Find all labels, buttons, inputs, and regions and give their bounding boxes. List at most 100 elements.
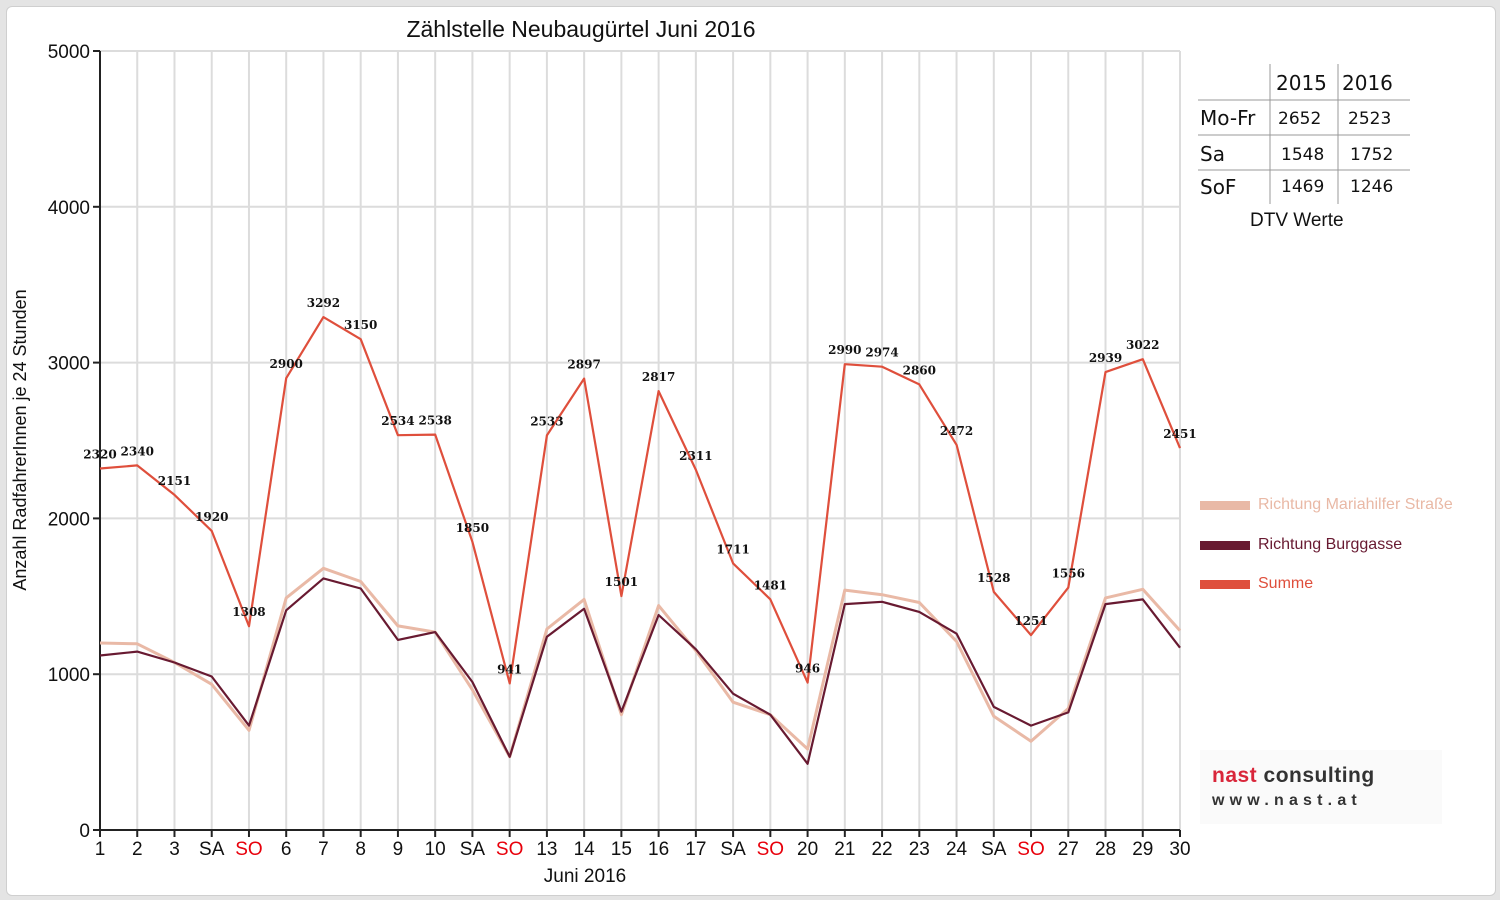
dtv-cell: 2523 (1348, 109, 1392, 129)
logo-wordmark: nast consulting (1212, 764, 1375, 787)
x-tick-label: 8 (355, 839, 366, 860)
data-label: 946 (795, 662, 820, 676)
dtv-cell: 1246 (1350, 177, 1394, 197)
dtv-caption: DTV Werte (1250, 210, 1344, 231)
x-tick-label: 9 (393, 839, 404, 860)
x-tick-label: 14 (574, 839, 596, 860)
data-label: 2311 (679, 449, 712, 463)
chart-frame (6, 6, 1496, 896)
data-label: 1920 (195, 510, 228, 524)
x-tick-label: SO (235, 839, 262, 860)
data-label: 2451 (1163, 427, 1196, 441)
data-label: 1251 (1014, 614, 1047, 628)
data-label: 1850 (456, 521, 489, 535)
data-label: 2990 (828, 343, 861, 357)
data-label: 2472 (940, 424, 973, 438)
logo-url: www.nast.at (1212, 792, 1362, 809)
data-label: 1556 (1052, 567, 1085, 581)
data-label: 2860 (903, 363, 936, 377)
x-tick-label: 2 (132, 839, 143, 860)
x-tick-label: 21 (834, 839, 855, 860)
x-tick-label: 29 (1132, 839, 1153, 860)
data-label: 2533 (530, 414, 563, 428)
x-tick-label: SO (496, 839, 523, 860)
dtv-cell: 2652 (1278, 109, 1322, 129)
data-label: 3022 (1126, 338, 1159, 352)
y-axis-label: Anzahl RadfahrerInnen je 24 Stunden (10, 289, 30, 590)
chart-title: Zählstelle Neubaugürtel Juni 2016 (406, 16, 755, 42)
y-tick-label: 3000 (48, 354, 90, 375)
x-tick-label: 28 (1095, 839, 1116, 860)
data-label: 2320 (83, 448, 116, 462)
legend-item-mariahilfer[interactable]: Richtung Mariahilfer Straße (1200, 496, 1453, 514)
x-tick-label: SA (720, 839, 746, 860)
data-label-layer: 2320 2340 2151 1920 1308 2900 3292 3150 2534 2538… (83, 296, 1196, 676)
data-label: 1711 (716, 542, 749, 556)
dtv-table-grid (1198, 64, 1410, 204)
legend-label: Richtung Burggasse (1258, 536, 1403, 553)
data-label: 3150 (344, 318, 377, 332)
y-tick-label: 0 (79, 821, 90, 842)
legend-label: Richtung Mariahilfer Straße (1258, 496, 1453, 513)
series-layer (99, 316, 1182, 765)
data-label: 1308 (232, 605, 265, 619)
x-tick-label: 27 (1058, 839, 1079, 860)
series-line-2 (99, 577, 1181, 765)
data-label: 2817 (642, 370, 675, 384)
x-tick-label: 7 (318, 839, 329, 860)
legend-swatch (1200, 500, 1250, 510)
legend-item-summe[interactable]: Summe (1200, 575, 1313, 593)
grid-layer (100, 50, 1181, 830)
x-tick-label: SO (1017, 839, 1044, 860)
dtv-row-label: Sa (1200, 142, 1225, 166)
legend-swatch (1200, 540, 1250, 550)
dtv-cell: 1752 (1350, 145, 1394, 165)
x-tick-label: 23 (909, 839, 930, 860)
y-tick-label: 4000 (48, 198, 90, 219)
x-tick-label: 1 (95, 839, 106, 860)
dtv-header-2016: 2016 (1342, 71, 1393, 95)
dtv-row-label: Mo-Fr (1200, 106, 1256, 130)
x-axis-label: Juni 2016 (544, 866, 626, 887)
x-tick-label: 17 (685, 839, 706, 860)
data-label: 2340 (121, 444, 154, 458)
legend-item-burggasse[interactable]: Richtung Burggasse (1200, 536, 1402, 554)
x-tick-label: SA (981, 839, 1007, 860)
data-label: 2897 (567, 358, 600, 372)
dtv-header-2015: 2015 (1276, 71, 1327, 95)
x-tick-label: 3 (169, 839, 180, 860)
x-tick-label: SA (199, 839, 225, 860)
x-tick-label: 30 (1169, 839, 1190, 860)
data-label: 2900 (270, 357, 303, 371)
y-tick-label: 1000 (48, 665, 90, 686)
legend-label: Summe (1258, 575, 1314, 592)
data-label: 2151 (158, 474, 191, 488)
x-tick-label: 10 (425, 839, 446, 860)
series-line-1 (99, 566, 1182, 759)
x-tick-label: 16 (648, 839, 669, 860)
data-label: 941 (497, 662, 522, 676)
data-label: 2534 (381, 414, 414, 428)
data-label: 3292 (307, 296, 340, 310)
x-tick-label: 22 (871, 839, 892, 860)
data-label: 1501 (605, 575, 638, 589)
series-line-3 (99, 316, 1182, 685)
x-tick-label: 15 (611, 839, 632, 860)
company-logo: nast consulting www.nast.at (1200, 750, 1442, 824)
x-tick-label: 13 (536, 839, 557, 860)
x-tick-label: SA (460, 839, 486, 860)
legend-swatch (1200, 579, 1250, 589)
data-label: 2939 (1089, 351, 1122, 365)
y-tick-label: 5000 (48, 42, 90, 63)
dtv-table: 2015 2016 Mo-Fr 2652 2523 Sa 1548 1752 S… (1198, 64, 1412, 239)
y-tick-label: 2000 (48, 509, 90, 530)
data-label: 1528 (977, 571, 1010, 585)
dtv-row-label: SoF (1200, 175, 1237, 199)
data-label: 2538 (418, 414, 451, 428)
dtv-cell: 1469 (1281, 177, 1325, 197)
x-tick-label: 6 (281, 839, 292, 860)
x-tick-label: 20 (797, 839, 818, 860)
dtv-cell: 1548 (1281, 145, 1325, 165)
